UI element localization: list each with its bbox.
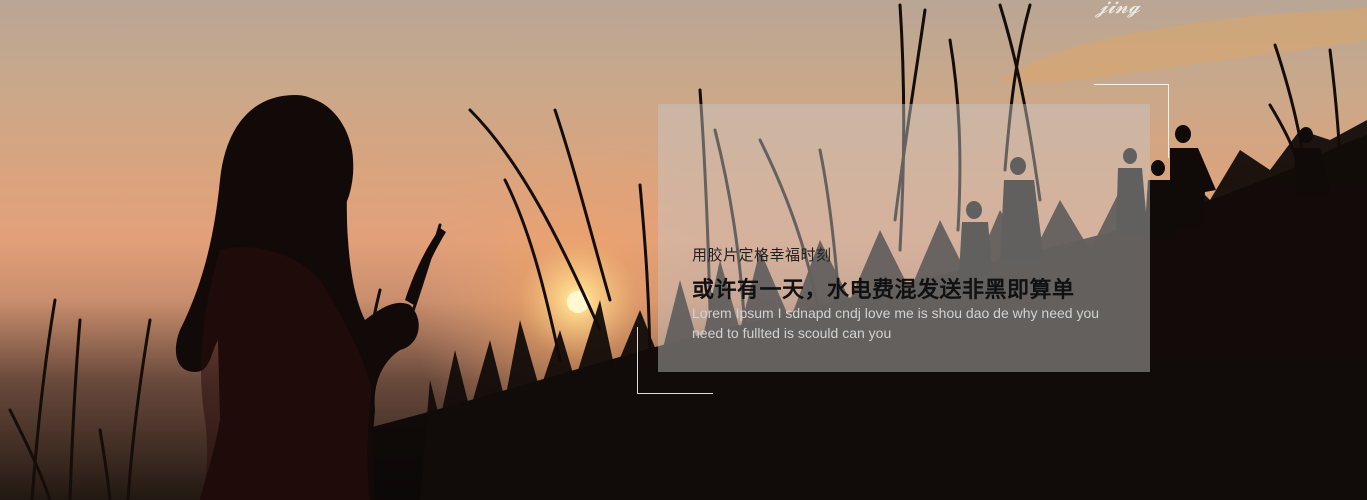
caption-panel: 用胶片定格幸福时刻 或许有一天，水电费混发送非黑即算单 Lorem Ipsum … — [658, 104, 1150, 372]
people-silhouettes — [958, 125, 1332, 290]
girl-dress — [200, 246, 372, 500]
corner-frame-top-right — [1094, 84, 1169, 158]
caption-description: Lorem Ipsum I sdnapd cndj love me is sho… — [692, 305, 1100, 341]
caption-subtitle: 用胶片定格幸福时刻 — [692, 246, 832, 264]
caption-title: 或许有一天，水电费混发送非黑即算单 — [692, 278, 1075, 303]
logo-watermark: 𝓳𝓲𝓷𝓰 — [1096, 0, 1140, 18]
sun — [567, 291, 589, 313]
cloud — [1000, 8, 1367, 83]
corner-frame-bottom-left — [637, 327, 713, 394]
